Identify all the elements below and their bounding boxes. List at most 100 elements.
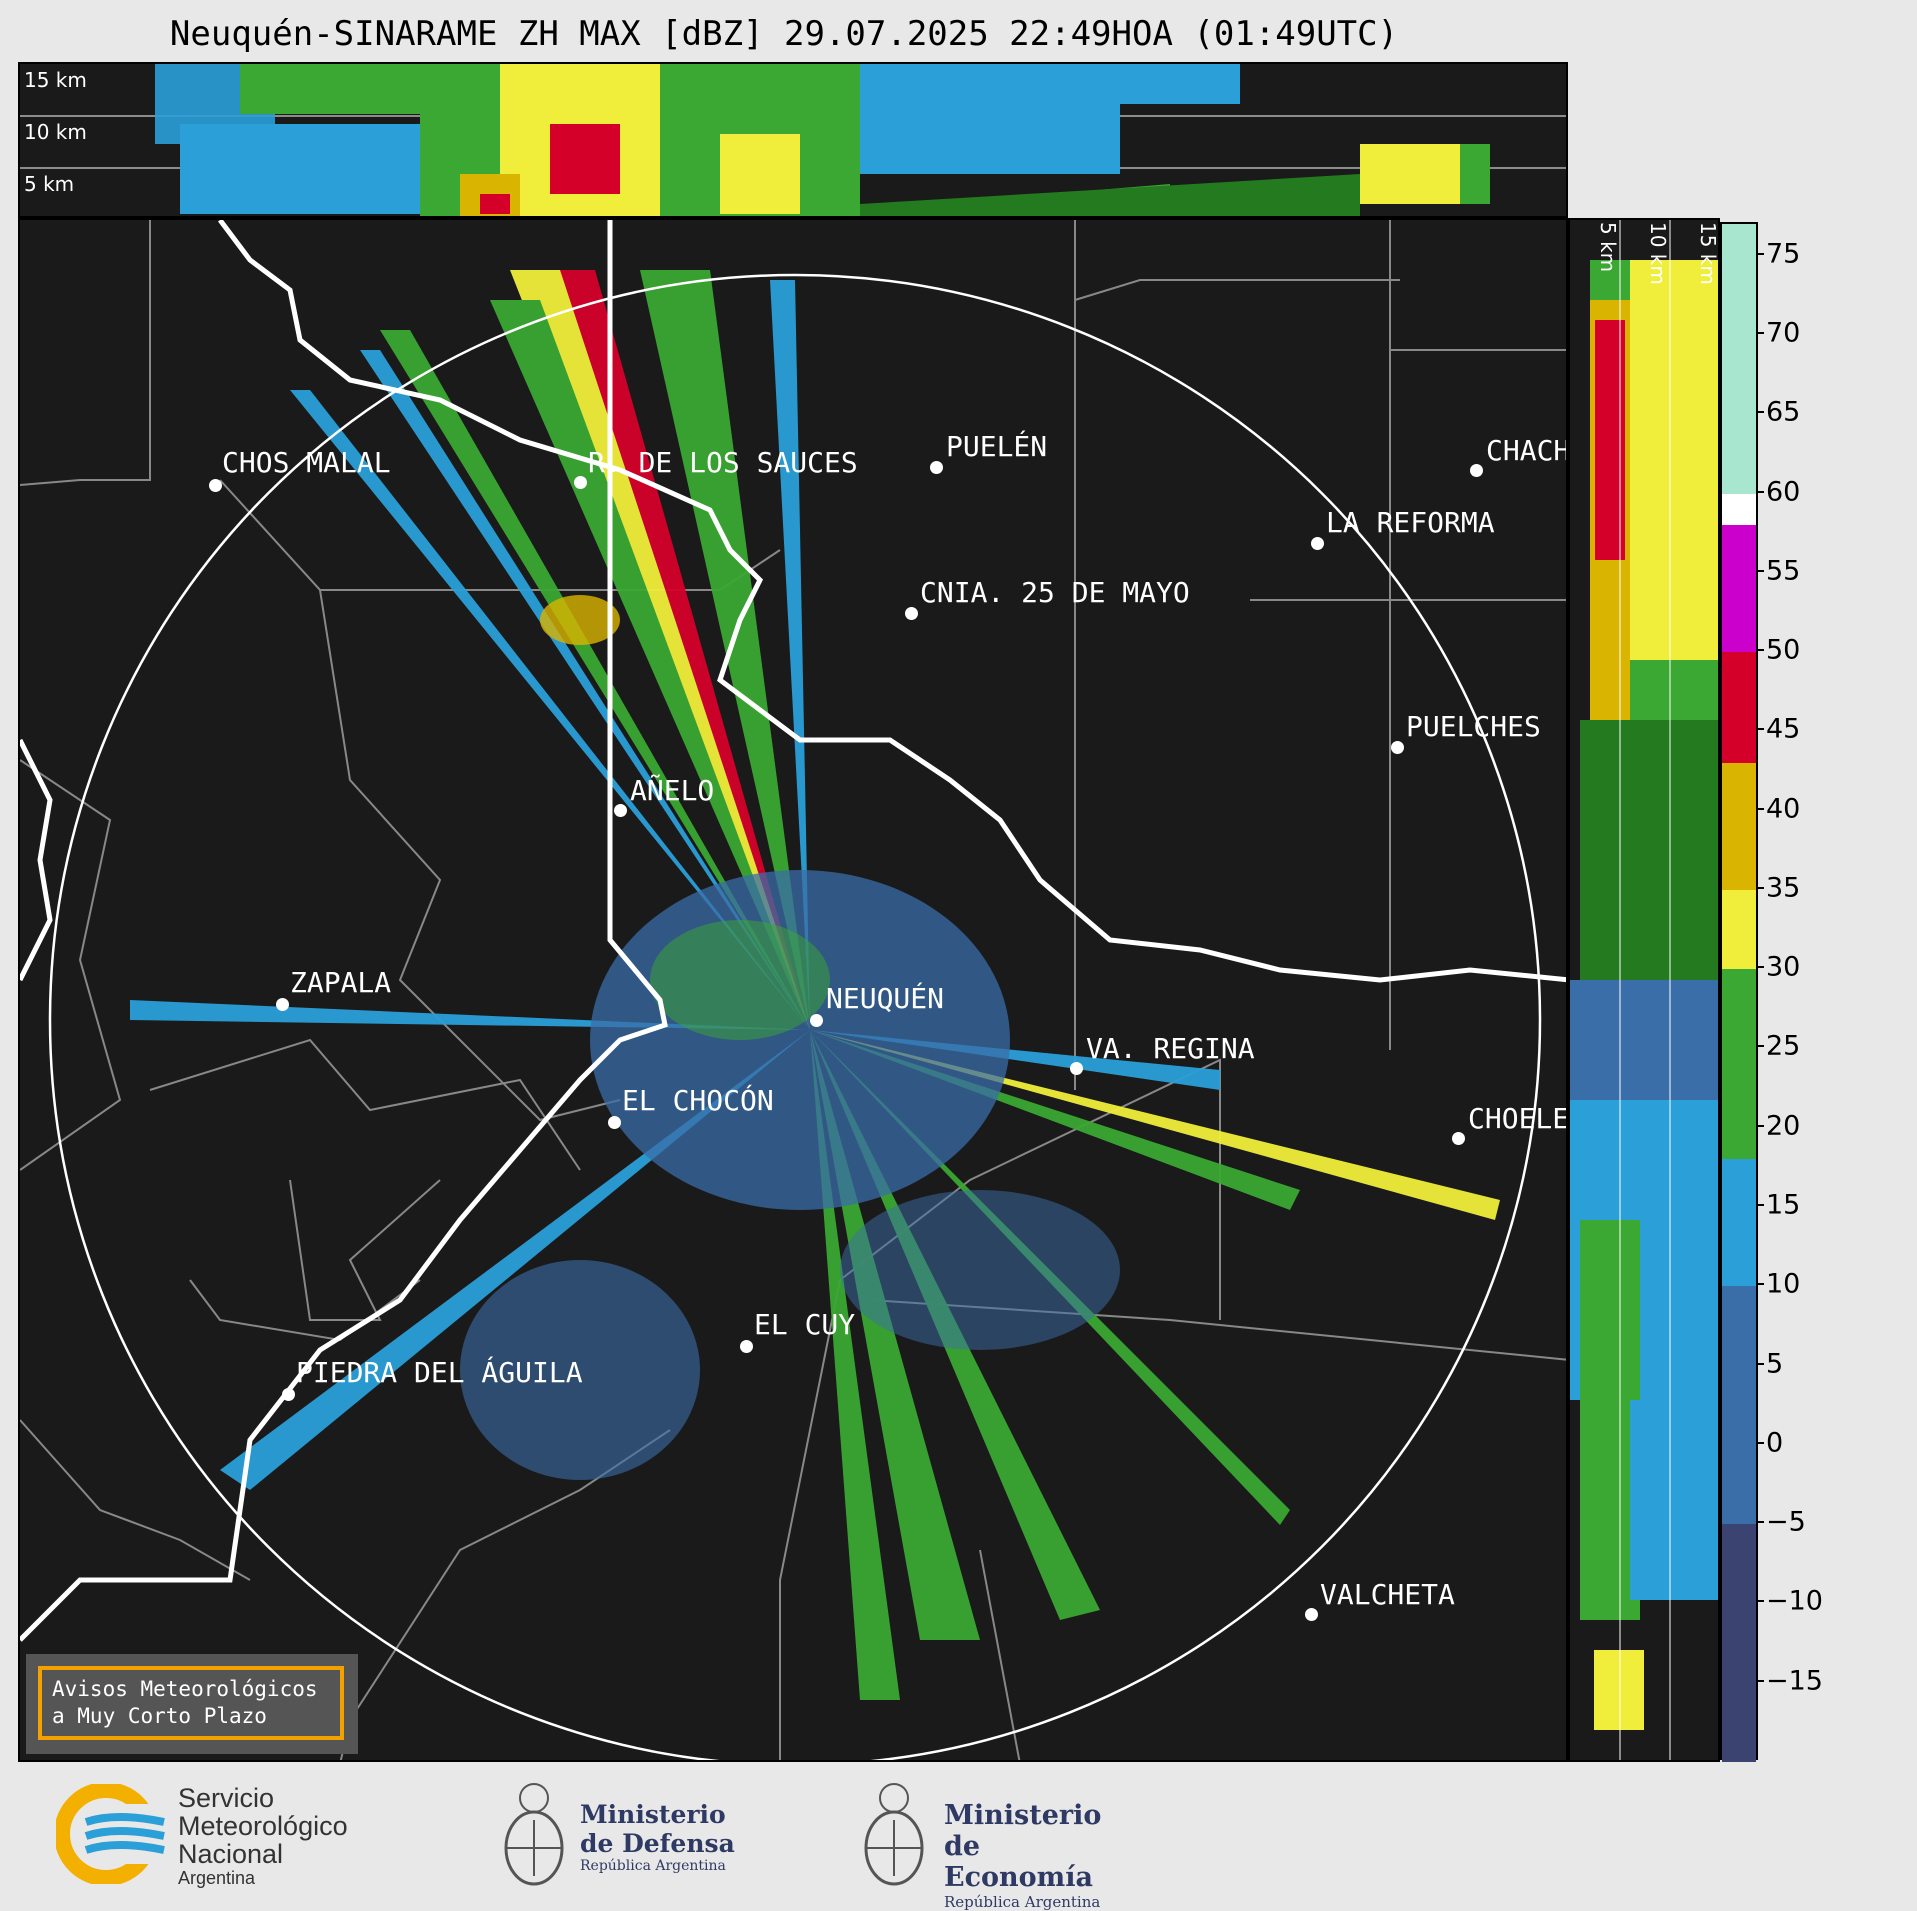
city-dot-zapala xyxy=(276,998,289,1011)
chart-title: Neuquén-SINARAME ZH MAX [dBZ] 29.07.2025… xyxy=(169,14,1399,54)
smn-logo: Servicio Meteorológico Nacional Argentin… xyxy=(56,1783,396,1888)
smn-logo-line-3: Nacional xyxy=(178,1839,284,1869)
city-label-zapala: ZAPALA xyxy=(290,966,392,999)
colorbar-tick-label: 45 xyxy=(1766,713,1801,745)
city-dot-puelches xyxy=(1391,741,1404,754)
city-label-choele: CHOELE xyxy=(1468,1102,1568,1135)
colorbar-tick-mark xyxy=(1756,1283,1764,1286)
city-dot-rincon-de-los-sauces xyxy=(574,476,587,489)
city-dot-villa-regina xyxy=(1070,1062,1083,1075)
colorbar-tick-label: 55 xyxy=(1766,555,1801,587)
colorbar-tick-label: 35 xyxy=(1766,872,1801,904)
city-label-cnia-25-de-mayo: CNIA. 25 DE MAYO xyxy=(920,576,1190,609)
smn-logo-line-2: Meteorológico xyxy=(178,1811,348,1841)
colorbar-segment xyxy=(1722,1286,1756,1525)
colorbar-tick-label: 50 xyxy=(1766,634,1801,666)
colorbar-tick-label: 70 xyxy=(1766,317,1801,349)
city-label-piedra-del-aguila: PIEDRA DEL ÁGUILA xyxy=(296,1356,583,1389)
city-label-la-reforma: LA REFORMA xyxy=(1326,506,1495,539)
warnings-line-1: Avisos Meteorológicos xyxy=(52,1677,318,1701)
colorbar-segment xyxy=(1722,889,1756,970)
ministerio-economia-logo: Ministerio de Economía República Argenti… xyxy=(854,1776,1134,1911)
city-label-rincon-de-los-sauces: R. DE LOS SAUCES xyxy=(588,446,858,479)
colorbar-segment xyxy=(1722,763,1756,890)
colorbar-segment xyxy=(1722,652,1756,764)
city-dot-chos-malal xyxy=(209,479,222,492)
city-dot-piedra-del-aguila xyxy=(282,1388,295,1401)
colorbar-tick-label: 30 xyxy=(1766,951,1801,983)
colorbar-segment xyxy=(1722,493,1756,526)
colorbar-tick-mark xyxy=(1756,966,1764,969)
ministerio-defensa-logo: Ministerio de Defensa República Argentin… xyxy=(494,1776,754,1896)
city-dot-el-cuy xyxy=(740,1340,753,1353)
city-label-chach: CHACH xyxy=(1486,434,1568,467)
colorbar-tick-mark xyxy=(1756,728,1764,731)
colorbar-segment xyxy=(1722,525,1756,653)
defensa-line-2: de Defensa xyxy=(580,1829,735,1858)
colorbar-tick-mark xyxy=(1756,1600,1764,1603)
colorbar-tick-label: −10 xyxy=(1766,1585,1823,1617)
radar-map-graphics xyxy=(20,220,1566,1760)
city-label-neuquen: NEUQUÉN xyxy=(826,982,945,1015)
colorbar-tick-mark xyxy=(1756,1362,1764,1365)
city-label-valcheta: VALCHETA xyxy=(1320,1578,1455,1611)
top-cross-section-echoes xyxy=(20,64,1566,216)
colorbar-tick-label: 25 xyxy=(1766,1030,1801,1062)
city-label-puelches: PUELCHES xyxy=(1406,710,1541,743)
smn-logo-line-1: Servicio xyxy=(178,1783,275,1813)
top-height-label-5km: 5 km xyxy=(24,172,75,196)
colorbar-tick-mark xyxy=(1756,1521,1764,1524)
colorbar-tick-label: −15 xyxy=(1766,1665,1823,1697)
colorbar-tick-mark xyxy=(1756,886,1764,889)
colorbar-segment xyxy=(1722,1524,1756,1762)
colorbar-tick-mark xyxy=(1756,649,1764,652)
city-dot-el-chocon xyxy=(608,1116,621,1129)
colorbar-tick-label: 65 xyxy=(1766,396,1801,428)
warnings-line-2: a Muy Corto Plazo xyxy=(52,1704,267,1728)
city-dot-puelen xyxy=(930,461,943,474)
dbz-colorbar xyxy=(1720,222,1758,1762)
colorbar-tick-mark xyxy=(1756,1124,1764,1127)
city-dot-chach xyxy=(1470,464,1483,477)
colorbar-tick-mark xyxy=(1756,411,1764,414)
colorbar-tick-label: 0 xyxy=(1766,1427,1784,1459)
side-cross-section-echoes xyxy=(1570,220,1718,1760)
top-height-label-15km: 15 km xyxy=(24,68,87,92)
city-label-anelo: AÑELO xyxy=(630,774,715,807)
smn-logo-icon xyxy=(56,1784,166,1884)
colorbar-tick-mark xyxy=(1756,1679,1764,1682)
city-dot-choele xyxy=(1452,1132,1465,1145)
side-height-label-15km: 15 km xyxy=(1696,222,1720,285)
side-cross-section-panel: 5 km 10 km 15 km xyxy=(1568,218,1720,1762)
city-dot-cnia-25-de-mayo xyxy=(905,607,918,620)
city-label-villa-regina: VA. REGINA xyxy=(1086,1032,1255,1065)
colorbar-tick-mark xyxy=(1756,1204,1764,1207)
argentina-coat-of-arms-icon xyxy=(864,1783,924,1886)
colorbar-segment xyxy=(1722,1159,1756,1287)
economia-line-3: República Argentina xyxy=(944,1893,1101,1911)
radar-map: CHOS MALAL R. DE LOS SAUCES PUELÉN CHACH… xyxy=(18,218,1568,1762)
city-label-el-cuy: EL CUY xyxy=(754,1308,856,1341)
colorbar-tick-label: −5 xyxy=(1766,1506,1806,1538)
top-cross-section-panel: 15 km 10 km 5 km xyxy=(18,62,1568,218)
colorbar-segment xyxy=(1722,969,1756,1160)
colorbar-tick-mark xyxy=(1756,1045,1764,1048)
colorbar-tick-label: 10 xyxy=(1766,1268,1801,1300)
defensa-line-1: Ministerio xyxy=(580,1800,726,1829)
colorbar-tick-mark xyxy=(1756,490,1764,493)
city-dot-anelo xyxy=(614,804,627,817)
colorbar-tick-mark xyxy=(1756,331,1764,334)
top-height-label-10km: 10 km xyxy=(24,120,87,144)
city-label-chos-malal: CHOS MALAL xyxy=(222,446,391,479)
economia-line-1: Ministerio xyxy=(944,1800,1102,1831)
colorbar-tick-label: 15 xyxy=(1766,1189,1801,1221)
side-height-label-5km: 5 km xyxy=(1596,222,1620,273)
colorbar-tick-mark xyxy=(1756,1441,1764,1444)
city-dot-la-reforma xyxy=(1311,537,1324,550)
city-dot-valcheta xyxy=(1305,1608,1318,1621)
warnings-box: Avisos Meteorológicos a Muy Corto Plazo xyxy=(26,1654,358,1754)
colorbar-tick-label: 40 xyxy=(1766,793,1801,825)
colorbar-tick-mark xyxy=(1756,569,1764,572)
defensa-line-3: República Argentina xyxy=(580,1858,726,1874)
colorbar-tick-label: 60 xyxy=(1766,476,1801,508)
